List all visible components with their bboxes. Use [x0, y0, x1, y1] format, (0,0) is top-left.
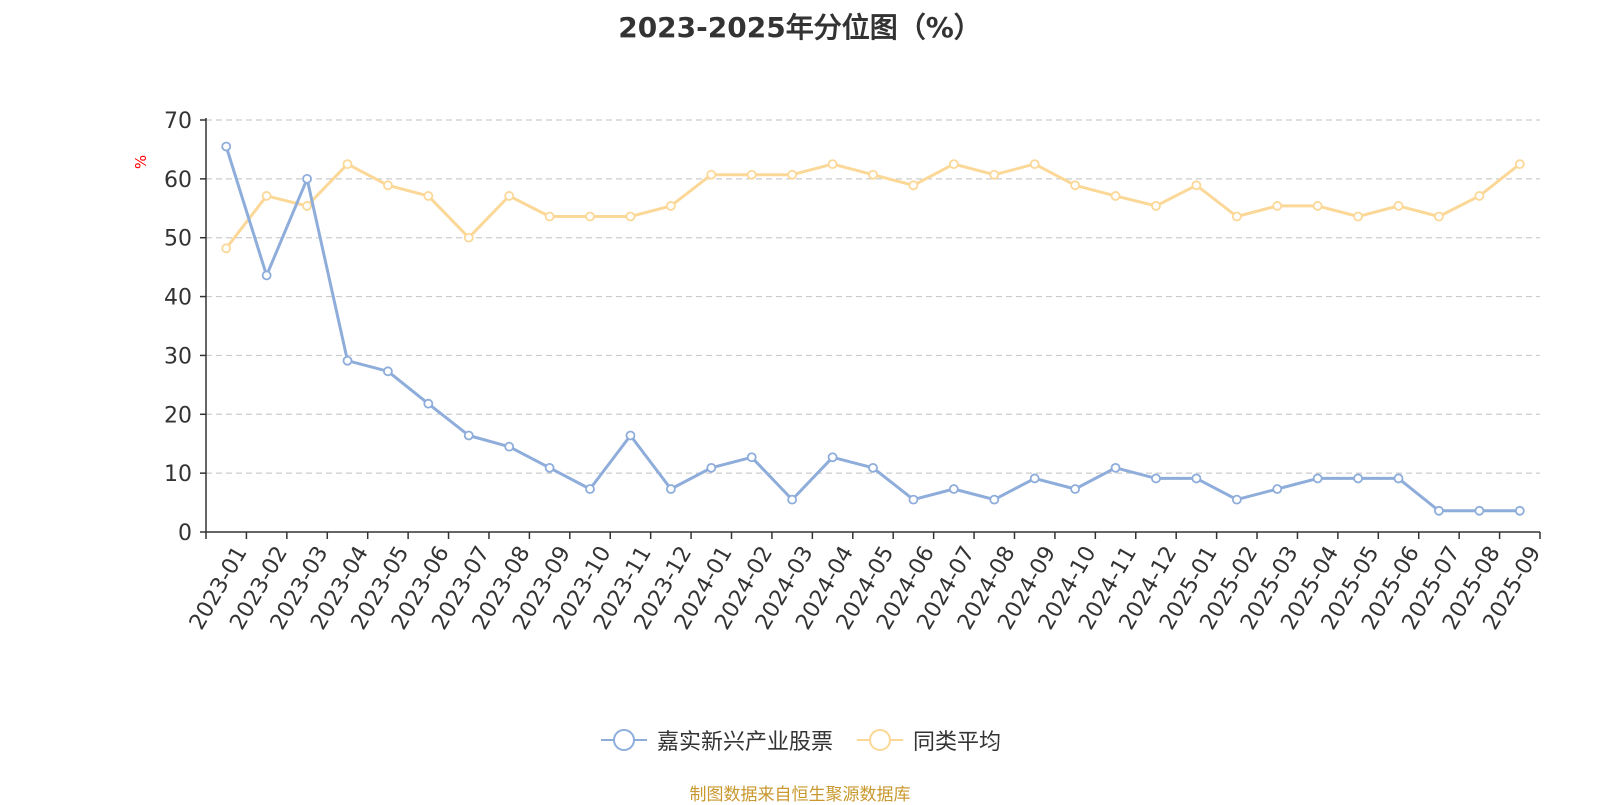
- data-point: [868, 169, 878, 180]
- data-point: [221, 141, 232, 152]
- data-point: [1514, 505, 1525, 516]
- data-point: [1151, 201, 1161, 211]
- data-point: [787, 169, 798, 180]
- data-point: [1070, 180, 1081, 191]
- y-axis-unit-label: %: [132, 155, 150, 169]
- data-point: [908, 494, 919, 505]
- data-point: [1474, 505, 1485, 516]
- data-point: [423, 191, 434, 201]
- y-tick-label: 20: [164, 403, 192, 428]
- data-point: [383, 366, 393, 377]
- legend-item-category-average[interactable]: 同类平均: [855, 724, 1001, 756]
- data-point: [585, 484, 595, 494]
- data-point: [746, 169, 757, 180]
- data-point: [1110, 462, 1121, 473]
- source-note: 制图数据来自恒生聚源数据库: [689, 785, 911, 805]
- data-point: [302, 173, 312, 184]
- data-point: [544, 211, 555, 222]
- data-point: [1312, 473, 1323, 484]
- data-point: [504, 441, 515, 452]
- data-point: [1029, 159, 1040, 170]
- data-point: [827, 452, 838, 463]
- data-point: [504, 191, 515, 201]
- data-point: [1353, 473, 1363, 484]
- data-point: [463, 430, 474, 441]
- data-point: [1434, 211, 1444, 222]
- legend-item-fund[interactable]: 嘉实新兴产业股票: [599, 724, 833, 756]
- legend: 嘉实新兴产业股票 同类平均: [0, 724, 1600, 756]
- data-point: [1029, 473, 1040, 484]
- data-point: [383, 180, 393, 191]
- data-point: [787, 494, 798, 505]
- data-point: [868, 462, 878, 473]
- data-point: [1514, 159, 1525, 170]
- data-point: [665, 484, 676, 494]
- data-point: [948, 159, 959, 170]
- data-point: [1191, 180, 1202, 191]
- legend-marker-average-icon: [857, 729, 903, 751]
- data-point: [1272, 484, 1283, 494]
- data-point: [989, 169, 1000, 180]
- data-point: [261, 191, 272, 201]
- data-point: [1231, 494, 1242, 505]
- data-point: [261, 270, 272, 281]
- data-point: [948, 484, 959, 494]
- data-point: [342, 355, 353, 366]
- data-point: [625, 211, 636, 222]
- data-point: [746, 452, 757, 463]
- y-tick-label: 10: [164, 462, 192, 487]
- data-point: [625, 430, 636, 441]
- y-tick-label: 0: [178, 521, 192, 546]
- series-1: [221, 159, 1525, 254]
- series-line: [224, 146, 1520, 513]
- legend-marker-fund-icon: [600, 729, 647, 751]
- y-tick-label: 30: [164, 344, 192, 369]
- data-point: [1474, 191, 1485, 201]
- data-point: [1231, 211, 1242, 222]
- data-point: [463, 232, 474, 243]
- data-point: [423, 398, 434, 409]
- data-point: [302, 201, 312, 211]
- legend-label-fund: 嘉实新兴产业股票: [656, 730, 833, 755]
- data-point: [706, 462, 717, 473]
- legend-label-category-average: 同类平均: [913, 730, 1002, 755]
- chart-title: 2023-2025年分位图（%）: [618, 11, 982, 44]
- grid-lines: [206, 119, 1540, 474]
- y-tick-label: 70: [164, 109, 192, 134]
- data-point: [1312, 201, 1323, 211]
- axes: 0102030405060702023-012023-022023-032023…: [164, 109, 1546, 634]
- data-point: [706, 169, 717, 180]
- y-tick-label: 60: [164, 168, 192, 193]
- data-point: [1151, 473, 1161, 484]
- data-point: [1272, 201, 1283, 211]
- data-point: [1110, 191, 1121, 201]
- data-point: [989, 494, 1000, 505]
- data-point: [827, 159, 838, 170]
- data-point: [665, 201, 676, 211]
- data-point: [1070, 484, 1081, 494]
- data-point: [544, 462, 555, 473]
- data-point: [1393, 201, 1404, 211]
- series-0: [221, 141, 1525, 516]
- data-point: [221, 243, 232, 254]
- data-point: [342, 159, 353, 170]
- data-point: [1393, 473, 1404, 484]
- data-point: [585, 211, 595, 222]
- data-point: [908, 180, 919, 191]
- data-point: [1353, 211, 1363, 222]
- series-lines: [221, 141, 1525, 516]
- data-point: [1434, 505, 1444, 516]
- y-tick-label: 50: [164, 227, 192, 252]
- data-point: [1191, 473, 1202, 484]
- y-tick-label: 40: [164, 286, 192, 311]
